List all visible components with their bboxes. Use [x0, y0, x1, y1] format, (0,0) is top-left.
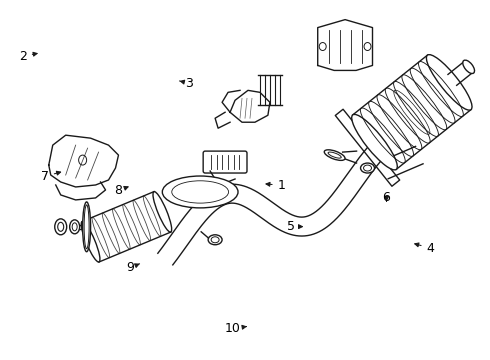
- Ellipse shape: [162, 176, 238, 208]
- Text: 3: 3: [179, 77, 193, 90]
- Text: 7: 7: [41, 170, 61, 183]
- Ellipse shape: [324, 150, 345, 161]
- Polygon shape: [381, 147, 423, 179]
- Ellipse shape: [426, 55, 472, 110]
- Text: 6: 6: [383, 192, 391, 204]
- Ellipse shape: [55, 219, 67, 235]
- Text: 4: 4: [415, 242, 435, 255]
- Text: 1: 1: [266, 179, 286, 192]
- Polygon shape: [158, 137, 391, 265]
- Text: 5: 5: [287, 220, 302, 233]
- FancyBboxPatch shape: [203, 151, 247, 173]
- Polygon shape: [353, 55, 471, 169]
- Ellipse shape: [83, 202, 91, 252]
- Text: 8: 8: [114, 184, 128, 197]
- Ellipse shape: [208, 235, 222, 245]
- Ellipse shape: [70, 220, 80, 234]
- Text: 10: 10: [225, 322, 246, 335]
- Ellipse shape: [361, 163, 374, 173]
- Text: 9: 9: [126, 261, 140, 274]
- Text: 2: 2: [19, 50, 37, 63]
- Ellipse shape: [463, 60, 474, 73]
- Ellipse shape: [352, 114, 397, 170]
